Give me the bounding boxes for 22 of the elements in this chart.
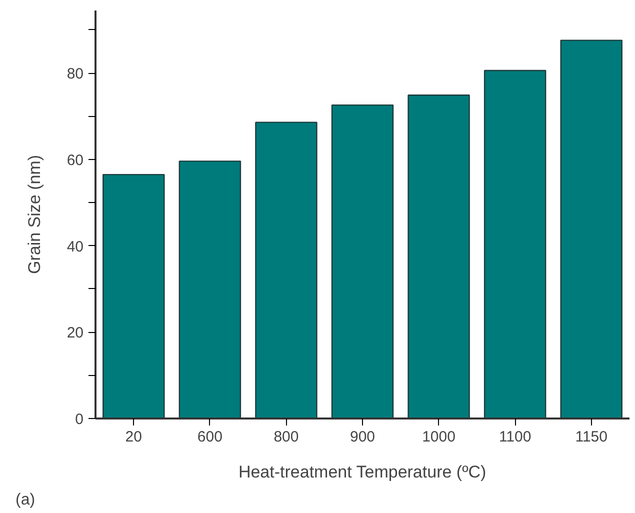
bar (560, 40, 622, 418)
bar (484, 70, 546, 418)
bar (408, 94, 470, 418)
y-tick-label: 60 (66, 152, 84, 169)
bar (178, 160, 242, 418)
bar (331, 104, 394, 418)
y-tick-label: 40 (66, 238, 84, 256)
bar (255, 122, 318, 418)
y-tick-label: 20 (66, 324, 84, 342)
x-tick-label: 600 (197, 428, 222, 446)
x-tick-label: 1000 (422, 428, 456, 446)
x-tick-label: 1100 (498, 428, 532, 446)
x-tick-label: 20 (125, 428, 142, 446)
x-tick-label: 1150 (575, 428, 608, 446)
bar (102, 174, 165, 418)
y-tick-label: 80 (66, 66, 84, 83)
text: (a) (16, 492, 36, 508)
x-axis-title: Heat-treatment Temperature (ºC) (238, 462, 486, 482)
x-tick-label: 800 (274, 428, 299, 446)
y-axis-title: Grain Size (nm) (24, 154, 44, 274)
y-tick-label: 0 (75, 411, 84, 428)
x-tick-label: 900 (350, 428, 376, 446)
